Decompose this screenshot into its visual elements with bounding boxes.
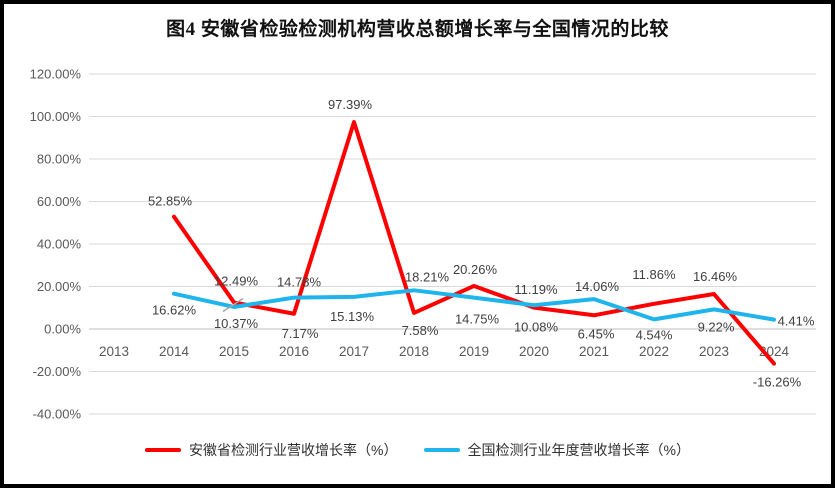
svg-text:9.22%: 9.22%	[698, 319, 735, 334]
svg-text:80.00%: 80.00%	[37, 152, 82, 167]
legend-label-anhui: 安徽省检测行业营收增长率（%）	[189, 442, 398, 458]
legend-red-line-swatch	[145, 447, 182, 453]
svg-text:2015: 2015	[219, 344, 249, 359]
svg-text:14.06%: 14.06%	[575, 279, 620, 294]
svg-text:12.49%: 12.49%	[214, 273, 259, 288]
svg-text:40.00%: 40.00%	[37, 237, 82, 252]
svg-text:2020: 2020	[519, 344, 549, 359]
svg-text:16.46%: 16.46%	[693, 269, 738, 284]
svg-text:7.17%: 7.17%	[282, 326, 319, 341]
svg-text:14.78%: 14.78%	[277, 275, 322, 290]
svg-text:-20.00%: -20.00%	[33, 364, 82, 379]
legend-item-national: 全国检测行业年度营收增长率（%）	[423, 440, 690, 460]
svg-text:4.41%: 4.41%	[778, 314, 815, 329]
svg-text:4.54%: 4.54%	[636, 327, 673, 342]
svg-text:120.00%: 120.00%	[30, 67, 82, 82]
svg-text:2021: 2021	[579, 344, 609, 359]
svg-text:2018: 2018	[399, 344, 429, 359]
svg-text:11.86%: 11.86%	[632, 267, 676, 282]
svg-text:2019: 2019	[459, 344, 489, 359]
svg-text:2022: 2022	[639, 344, 669, 359]
line-chart-plot-area: -40.00% -20.00% 0.00% 20.00% 40.00% 60.00% 80.…	[30, 67, 816, 422]
legend-blue-line-swatch	[423, 447, 460, 453]
svg-text:10.37%: 10.37%	[214, 316, 259, 331]
svg-text:10.08%: 10.08%	[514, 320, 559, 335]
svg-text:15.13%: 15.13%	[330, 309, 375, 324]
svg-text:18.21%: 18.21%	[405, 269, 450, 284]
svg-text:0.00%: 0.00%	[44, 322, 81, 337]
svg-text:2023: 2023	[699, 344, 729, 359]
svg-text:20.00%: 20.00%	[37, 279, 82, 294]
chart-legend: 安徽省检测行业营收增长率（%） 全国检测行业年度营收增长率（%）	[4, 440, 831, 460]
svg-text:2017: 2017	[339, 344, 369, 359]
svg-text:60.00%: 60.00%	[37, 194, 82, 209]
svg-text:6.45%: 6.45%	[578, 326, 615, 341]
svg-text:7.58%: 7.58%	[402, 323, 439, 338]
svg-text:52.85%: 52.85%	[148, 194, 193, 209]
svg-text:11.19%: 11.19%	[514, 282, 558, 297]
svg-text:20.26%: 20.26%	[453, 262, 498, 277]
chart-title: 图4 安徽省检验检测机构营收总额增长率与全国情况的比较	[166, 19, 669, 40]
svg-text:-40.00%: -40.00%	[33, 407, 82, 422]
svg-text:97.39%: 97.39%	[328, 97, 373, 112]
svg-text:100.00%: 100.00%	[30, 109, 82, 124]
svg-text:2013: 2013	[99, 344, 129, 359]
legend-item-anhui: 安徽省检测行业营收增长率（%）	[145, 440, 398, 460]
legend-label-national: 全国检测行业年度营收增长率（%）	[467, 442, 690, 458]
svg-text:2016: 2016	[279, 344, 309, 359]
svg-text:16.62%: 16.62%	[152, 303, 197, 318]
svg-text:14.75%: 14.75%	[455, 312, 500, 327]
svg-text:2014: 2014	[159, 344, 190, 359]
svg-text:-16.26%: -16.26%	[753, 375, 802, 390]
